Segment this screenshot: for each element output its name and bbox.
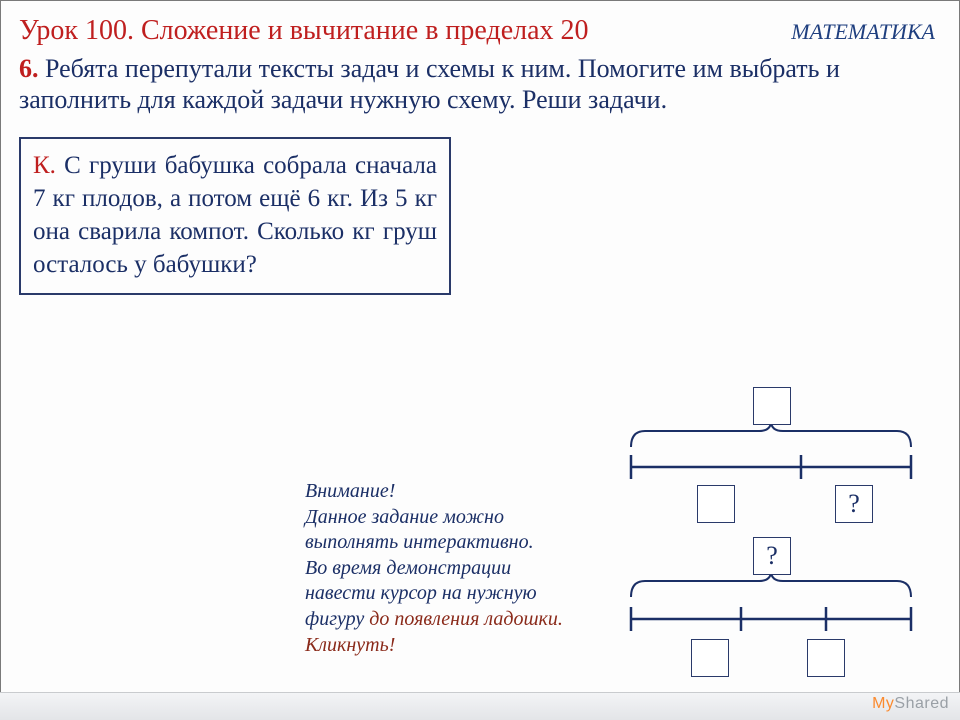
subject-label: МАТЕМАТИКА xyxy=(791,19,935,45)
attention-seg: фигуру xyxy=(305,608,369,630)
attention-line: Кликнуть! xyxy=(305,633,605,659)
diagram-top-box-right[interactable]: ? xyxy=(835,485,873,523)
problem-k-box: К. С груши бабушка собрала сначала 7 кг … xyxy=(19,137,451,295)
header: Урок 100. Сложение и вычитание в предела… xyxy=(19,15,941,47)
footer-band xyxy=(0,692,960,720)
attention-line: Данное задание можно xyxy=(305,505,605,531)
problem-k-label: К. xyxy=(33,152,56,179)
diagram-top-box-left[interactable] xyxy=(697,485,735,523)
diagram-svg xyxy=(611,381,931,681)
watermark: MyShared xyxy=(872,695,949,713)
attention-line: Во время демонстрации xyxy=(305,556,605,582)
attention-emph: до появления ладошки. xyxy=(369,608,563,630)
diagram-bottom-box-total[interactable]: ? xyxy=(753,537,791,575)
attention-line: навести курсор на нужную xyxy=(305,581,605,607)
lesson-title: Урок 100. Сложение и вычитание в предела… xyxy=(19,15,589,47)
task-number: 6. xyxy=(19,54,39,83)
task-intro-text: Ребята перепутали тексты задач и схемы к… xyxy=(19,54,840,114)
watermark-shared: Shared xyxy=(894,695,949,712)
slide: Урок 100. Сложение и вычитание в предела… xyxy=(0,0,960,720)
diagram-bottom-box-left[interactable] xyxy=(691,639,729,677)
diagram-top-box-total[interactable] xyxy=(753,387,791,425)
problem-k-text: С груши бабушка собрала сначала 7 кг пло… xyxy=(33,152,437,278)
watermark-my: My xyxy=(872,695,894,712)
diagram-area: ? ? xyxy=(611,381,931,681)
attention-note: Внимание! Данное задание можно выполнять… xyxy=(305,479,605,658)
attention-line: фигуру до появления ладошки. xyxy=(305,607,605,633)
diagram-bottom-box-right[interactable] xyxy=(807,639,845,677)
attention-line: выполнять интерактивно. xyxy=(305,530,605,556)
task-intro: 6. Ребята перепутали тексты задач и схем… xyxy=(19,53,941,115)
attention-title: Внимание! xyxy=(305,479,605,505)
